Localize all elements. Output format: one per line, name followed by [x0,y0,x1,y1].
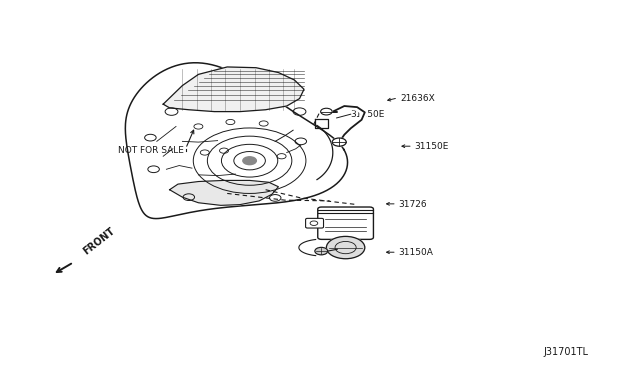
Polygon shape [163,67,304,112]
Circle shape [243,157,257,165]
Text: 31726: 31726 [398,200,427,209]
Text: NOT FOR SALE: NOT FOR SALE [118,146,184,155]
FancyBboxPatch shape [306,218,324,228]
Text: 21636X: 21636X [400,94,435,103]
Circle shape [321,108,332,115]
Circle shape [332,138,346,146]
Polygon shape [170,180,278,205]
Text: J31701TL: J31701TL [544,347,589,356]
Text: 31150E: 31150E [415,142,449,151]
Text: 31150E: 31150E [351,110,385,119]
Polygon shape [125,63,348,219]
Circle shape [326,237,365,259]
Circle shape [315,247,328,255]
FancyBboxPatch shape [318,207,374,240]
Text: 31150A: 31150A [398,248,433,257]
Text: FRONT: FRONT [81,226,116,257]
